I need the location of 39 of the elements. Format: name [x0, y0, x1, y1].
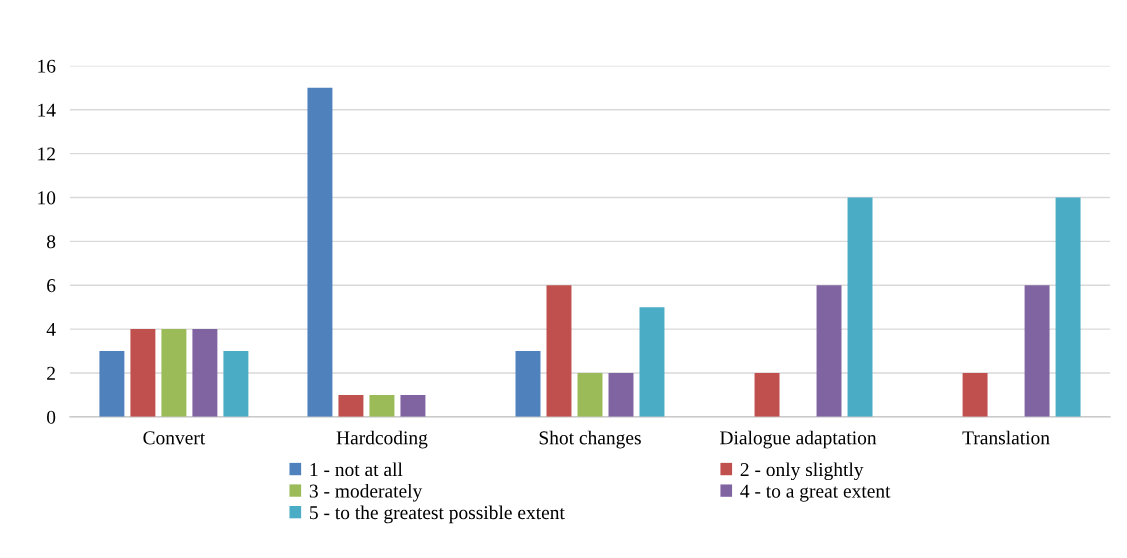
legend-label: 5 - to the greatest possible extent [310, 505, 565, 524]
bar [515, 351, 541, 417]
y-tick-label: 12 [38, 147, 55, 161]
bar [400, 394, 426, 417]
bar [1024, 285, 1050, 417]
bar [192, 329, 218, 417]
bar [338, 394, 364, 417]
bar [130, 329, 156, 417]
x-tick-label: Shot changes [539, 430, 641, 449]
x-tick-label: Translation [962, 430, 1050, 445]
legend-label: 1 - not at all [310, 462, 403, 477]
bar [608, 372, 634, 417]
y-tick-label: 14 [38, 103, 56, 117]
bar [639, 307, 665, 417]
x-tick-label: Dialogue adaptation [720, 430, 877, 449]
legend-label: 2 - only slightly [740, 462, 864, 481]
x-tick-label: Convert [143, 431, 206, 445]
bar [816, 285, 842, 417]
y-tick-label: 2 [47, 366, 55, 380]
bar [161, 329, 187, 417]
y-tick-label: 6 [47, 279, 56, 293]
y-tick-label: 0 [47, 410, 56, 424]
bar [1055, 197, 1081, 417]
bar [577, 372, 603, 417]
bar [962, 372, 988, 417]
bar [546, 285, 572, 417]
legend-label: 4 - to a great extent [740, 484, 891, 502]
y-tick-label: 4 [46, 323, 56, 336]
bar [754, 372, 780, 417]
bar [99, 351, 125, 417]
y-tick-label: 16 [38, 59, 56, 73]
bar [369, 394, 395, 417]
legend-label: 3 - moderately [309, 483, 423, 502]
bar [223, 351, 249, 417]
y-tick-label: 8 [47, 235, 56, 249]
x-tick-label: Hardcoding [336, 430, 428, 449]
bar [847, 197, 873, 417]
y-tick-label: 10 [38, 191, 56, 205]
bar [307, 87, 333, 417]
